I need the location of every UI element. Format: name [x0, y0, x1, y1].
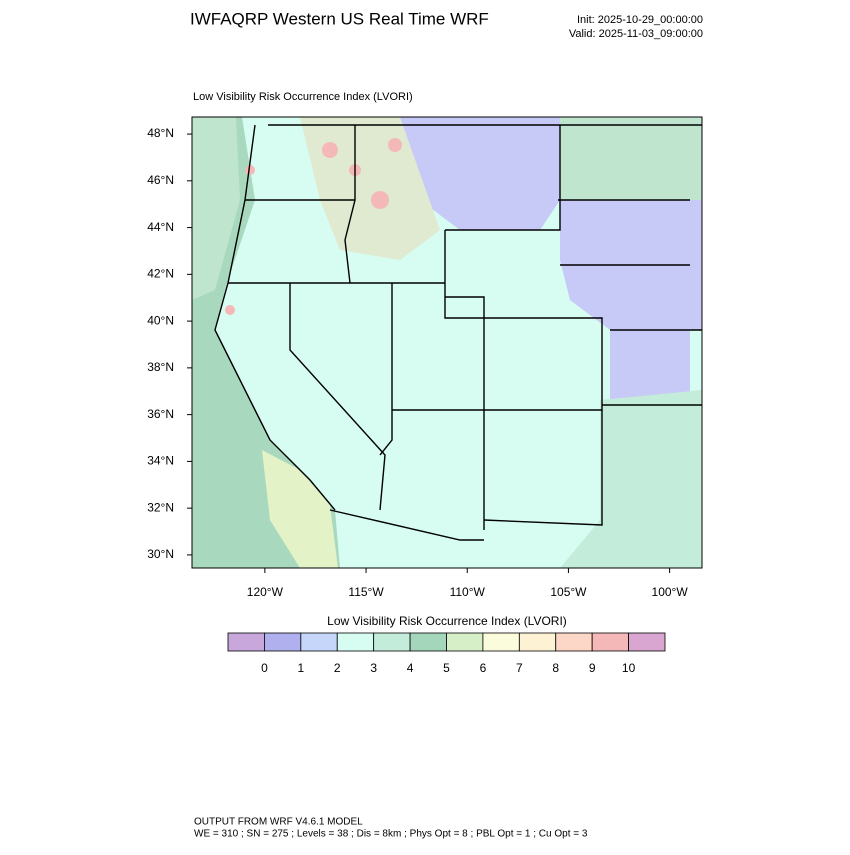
lavender-region [610, 330, 690, 400]
y-tick-label: 40°N [147, 313, 174, 327]
colorbar-box [482, 632, 520, 652]
colorbar-label: 10 [622, 661, 636, 675]
y-tick-label: 34°N [147, 454, 174, 468]
colorbar-box [446, 632, 484, 652]
colorbar-label: 8 [552, 661, 559, 675]
ocean-north [192, 117, 240, 300]
init-time: Init: 2025-10-29_00:00:00 [577, 14, 703, 26]
x-tick-label: 120°W [247, 585, 284, 599]
colorbar-label: 6 [480, 661, 487, 675]
colorbar-label: 5 [443, 661, 450, 675]
colorbar-box [264, 632, 302, 652]
y-tick-label: 42°N [147, 267, 174, 281]
green-region [560, 390, 702, 568]
y-tick-label: 30°N [147, 547, 174, 561]
lavender-region [400, 117, 560, 230]
colorbar-label: 1 [297, 661, 304, 675]
x-tick-label: 115°W [348, 585, 384, 599]
colorbar-label: 7 [516, 661, 523, 675]
high-risk-patches [225, 138, 402, 315]
x-tick-label: 100°W [652, 585, 689, 599]
colorbar-label: 3 [370, 661, 377, 675]
y-tick-label: 46°N [147, 173, 174, 187]
colorbar-box [628, 632, 666, 652]
colorbar-box [300, 632, 338, 652]
y-tick-label: 48°N [147, 126, 174, 140]
map-frame [191, 116, 703, 569]
title: IWFAQRP Western US Real Time WRF [190, 9, 489, 28]
colorbar-box [409, 632, 447, 652]
baja [262, 450, 338, 568]
green-region [560, 117, 702, 200]
x-tick-label: 110°W [450, 585, 486, 599]
colorbar-label: 9 [589, 661, 596, 675]
y-tick-label: 32°N [147, 500, 174, 514]
colorbar-box [227, 632, 265, 652]
colorbar-box [555, 632, 593, 652]
state-borders [214, 124, 702, 541]
valid-time: Valid: 2025-11-03_09:00:00 [569, 28, 703, 40]
map-title: Low Visibility Risk Occurrence Index (LV… [193, 91, 413, 103]
colorbar-label: 2 [334, 661, 341, 675]
colorbar-label: 4 [407, 661, 414, 675]
colorbar-box [591, 632, 629, 652]
x-tick-label: 105°W [550, 585, 587, 599]
colorbar-box [336, 632, 375, 652]
colorbar-box [518, 632, 557, 652]
y-tick-label: 36°N [147, 407, 174, 421]
map [191, 116, 703, 569]
colorbar-title: Low Visibility Risk Occurrence Index (LV… [327, 614, 567, 628]
colorbar-label: 0 [261, 661, 268, 675]
footer-line: WE = 310 ; SN = 275 ; Levels = 38 ; Dis … [194, 829, 588, 840]
y-tick-label: 38°N [147, 360, 174, 374]
y-tick-label: 44°N [147, 220, 174, 234]
colorbar-box [373, 632, 411, 652]
footer-line: OUTPUT FROM WRF V4.6.1 MODEL [194, 817, 363, 828]
